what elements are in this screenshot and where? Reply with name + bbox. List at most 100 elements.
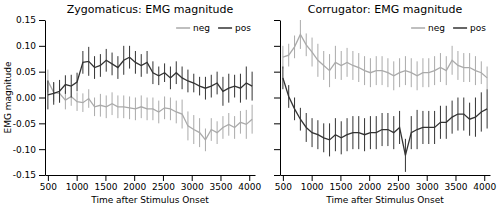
legend-swatch	[218, 27, 232, 29]
legend: neg pos	[176, 23, 251, 33]
x-axis-title: Time after Stimulus Onset	[325, 195, 444, 205]
y-tick-mark	[274, 123, 280, 124]
x-tick-label: 2500	[152, 182, 175, 192]
x-tick: 2500	[387, 175, 410, 192]
y-axis-line	[45, 21, 46, 176]
x-tick-mark	[220, 175, 221, 181]
y-tick-label: 0.05	[16, 67, 36, 77]
legend-item: pos	[453, 23, 486, 33]
line	[283, 78, 487, 156]
plot-area	[48, 46, 252, 151]
y-tick-label: 0.15	[16, 15, 36, 25]
y-tick-mark	[39, 175, 45, 176]
legend-swatch	[453, 27, 467, 29]
x-tick-label: 2000	[358, 182, 381, 192]
x-tick-mark	[312, 175, 313, 181]
x-tick-label: 3000	[416, 182, 439, 192]
x-tick: 2500	[152, 175, 175, 192]
y-tick	[274, 123, 280, 124]
y-axis	[274, 21, 281, 176]
x-tick-label: 500	[40, 182, 57, 192]
x-tick: 3500	[445, 175, 468, 192]
x-axis: 5001000150020002500300035004000	[40, 175, 262, 192]
x-tick-mark	[283, 175, 284, 181]
y-tick: 0.10	[16, 41, 45, 51]
y-axis-line	[280, 21, 281, 176]
y-tick-mark	[274, 46, 280, 47]
y-tick-label: 0.10	[16, 41, 36, 51]
x-tick-label: 500	[275, 182, 292, 192]
y-tick-mark	[39, 123, 45, 124]
x-tick: 1500	[94, 175, 117, 192]
legend-swatch	[411, 27, 425, 29]
y-tick: 0.00	[16, 93, 45, 103]
x-tick-label: 1500	[94, 182, 117, 192]
line	[48, 57, 252, 95]
x-tick-mark	[340, 175, 341, 181]
series	[48, 70, 252, 152]
x-tick-mark	[77, 175, 78, 181]
y-axis: -0.15 -0.10 -0.05 0.00 0.05 0.10 0.15	[13, 15, 46, 180]
y-tick-mark	[39, 72, 45, 73]
x-tick-label: 3500	[210, 182, 233, 192]
x-tick-mark	[484, 175, 485, 181]
legend-item: neg	[176, 23, 210, 33]
x-tick: 500	[40, 175, 57, 192]
x-tick: 1000	[66, 175, 89, 192]
y-tick: -0.15	[13, 170, 45, 180]
y-tick-mark	[39, 149, 45, 150]
line	[283, 34, 487, 77]
title: Zygomaticus: EMG magnitude	[67, 3, 234, 16]
y-tick-mark	[274, 72, 280, 73]
y-tick-mark	[274, 98, 280, 99]
plot-area	[283, 20, 487, 172]
x-tick-mark	[105, 175, 106, 181]
x-tick-mark	[455, 175, 456, 181]
x-tick-mark	[249, 175, 250, 181]
series	[48, 46, 252, 110]
series	[283, 20, 487, 90]
x-tick: 3000	[416, 175, 439, 192]
x-tick: 2000	[358, 175, 381, 192]
chart: 5001000150020002500300035004000-0.15-0.1…	[0, 0, 500, 210]
y-tick: 0.15	[16, 15, 45, 25]
y-tick-mark	[274, 20, 280, 21]
x-tick-mark	[398, 175, 399, 181]
x-axis: 500 1000 1500 2000 2500 3000 3500 4000	[275, 175, 497, 192]
legend-label: pos	[235, 23, 251, 33]
y-tick-label: 0.00	[16, 93, 36, 103]
y-tick-mark	[39, 20, 45, 21]
y-tick	[274, 20, 280, 21]
x-tick-label: 2000	[123, 182, 146, 192]
y-axis-title: EMG magnitude	[3, 61, 13, 133]
legend-label: neg	[428, 23, 445, 33]
x-tick-label: 4000	[473, 182, 496, 192]
y-tick: 0.05	[16, 67, 45, 77]
x-tick: 500	[275, 175, 292, 192]
x-tick-mark	[48, 175, 49, 181]
x-tick: 3500	[210, 175, 233, 192]
y-tick	[274, 46, 280, 47]
y-tick-label: -0.15	[13, 170, 36, 180]
x-tick-mark	[369, 175, 370, 181]
legend: neg pos	[411, 23, 486, 33]
x-tick-mark	[192, 175, 193, 181]
x-tick: 4000	[238, 175, 261, 192]
x-axis-title: Time after Stimulus Onset	[90, 195, 209, 205]
y-tick	[274, 175, 280, 176]
y-tick-mark	[274, 149, 280, 150]
y-tick-mark	[39, 46, 45, 47]
y-tick: -0.05	[13, 119, 45, 129]
panel: 5001000150020002500300035004000-0.15-0.1…	[3, 3, 261, 205]
x-tick-mark	[134, 175, 135, 181]
x-tick-label: 1500	[329, 182, 352, 192]
x-tick-label: 1000	[301, 182, 324, 192]
x-tick-mark	[427, 175, 428, 181]
y-tick-mark	[274, 175, 280, 176]
x-tick-label: 1000	[66, 182, 89, 192]
y-tick-label: -0.10	[13, 145, 37, 155]
legend-label: pos	[470, 23, 486, 33]
x-tick: 4000	[473, 175, 496, 192]
legend-item: neg	[411, 23, 445, 33]
legend-label: neg	[193, 23, 210, 33]
